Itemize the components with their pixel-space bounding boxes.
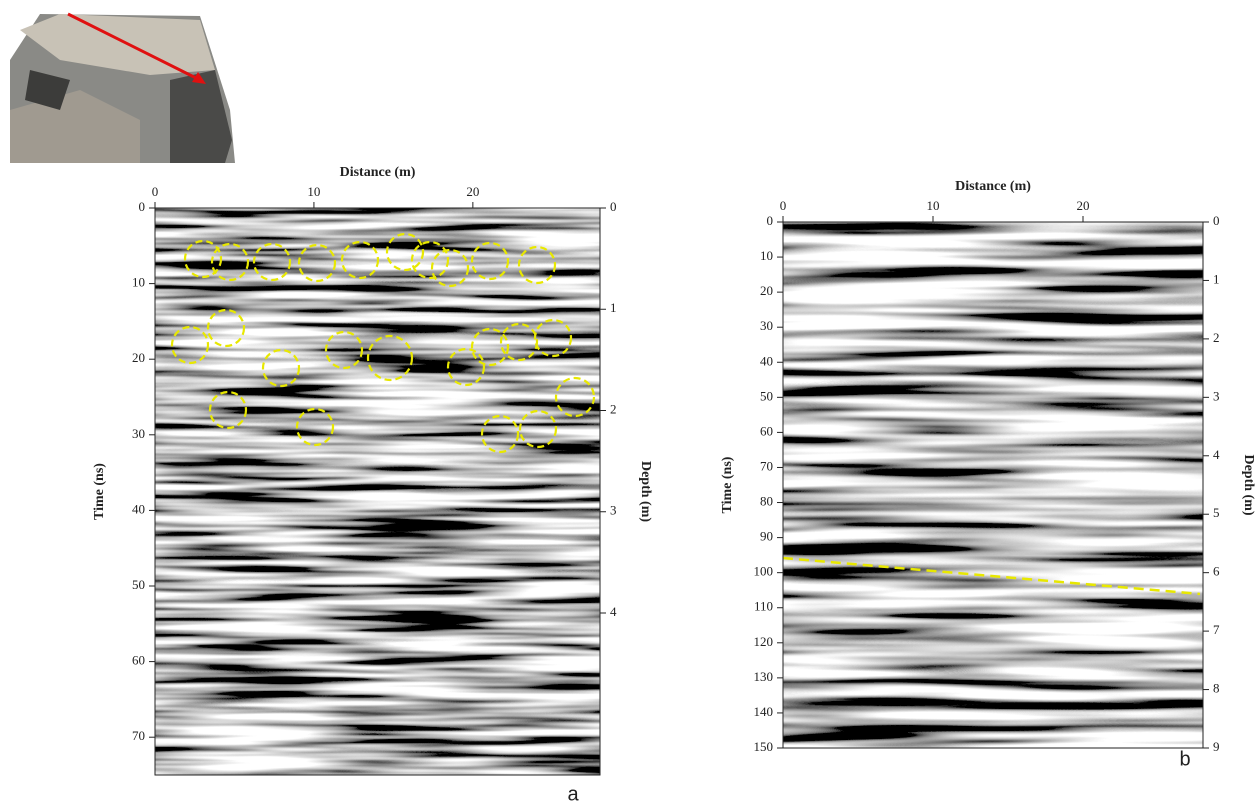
y-tick-label: 140 bbox=[754, 704, 774, 719]
y-tick-label: 20 bbox=[132, 350, 145, 365]
radargram-image bbox=[783, 222, 1203, 748]
photo-inset bbox=[8, 12, 235, 163]
y-tick-label: 10 bbox=[760, 248, 773, 263]
plot-frame bbox=[154, 207, 601, 776]
radargram-image bbox=[155, 208, 600, 775]
y2-tick-label: 3 bbox=[610, 503, 617, 518]
y2-tick-label: 2 bbox=[610, 401, 617, 416]
y-tick-label: 70 bbox=[132, 728, 145, 743]
y2-axis-label: Depth (m) bbox=[638, 461, 653, 522]
plot-frame bbox=[782, 221, 1204, 749]
y-tick-label: 0 bbox=[139, 199, 146, 214]
y-axis-label: Time (ns) bbox=[92, 463, 107, 520]
y-tick-label: 120 bbox=[754, 634, 774, 649]
y-axis-label: Time (ns) bbox=[720, 456, 735, 513]
y2-tick-label: 1 bbox=[610, 300, 617, 315]
x-tick-label: 0 bbox=[152, 184, 159, 199]
y-tick-label: 60 bbox=[132, 653, 145, 668]
y-tick-label: 110 bbox=[754, 599, 773, 614]
y2-tick-label: 7 bbox=[1213, 622, 1220, 637]
x-axis-label: Distance (m) bbox=[340, 165, 416, 180]
y2-tick-label: 4 bbox=[1213, 447, 1220, 462]
y2-tick-label: 5 bbox=[1213, 505, 1220, 520]
y2-tick-label: 6 bbox=[1213, 564, 1220, 579]
y-tick-label: 130 bbox=[754, 669, 774, 684]
y2-tick-label: 8 bbox=[1213, 681, 1220, 696]
y-tick-label: 80 bbox=[760, 494, 773, 509]
y2-tick-label: 0 bbox=[1213, 213, 1220, 228]
y-tick-label: 10 bbox=[132, 275, 145, 290]
y-tick-label: 60 bbox=[760, 423, 773, 438]
y-tick-label: 100 bbox=[754, 564, 774, 579]
panel-label: b bbox=[1179, 748, 1190, 770]
y-tick-label: 30 bbox=[760, 318, 773, 333]
annotation-circles bbox=[170, 232, 596, 454]
x-axis-label: Distance (m) bbox=[955, 179, 1031, 194]
y2-tick-label: 2 bbox=[1213, 330, 1220, 345]
x-tick-label: 10 bbox=[307, 184, 320, 199]
y-tick-label: 30 bbox=[132, 426, 145, 441]
y2-tick-label: 3 bbox=[1213, 388, 1220, 403]
y-tick-label: 50 bbox=[132, 577, 145, 592]
y2-axis-label: Depth (m) bbox=[1241, 454, 1256, 515]
y2-tick-label: 4 bbox=[610, 604, 617, 619]
y-tick-label: 150 bbox=[754, 739, 774, 754]
y2-tick-label: 1 bbox=[1213, 271, 1220, 286]
x-tick-label: 10 bbox=[927, 198, 940, 213]
y-tick-label: 50 bbox=[760, 388, 773, 403]
x-tick-label: 20 bbox=[466, 184, 479, 199]
interface-line bbox=[782, 556, 1201, 596]
y-tick-label: 20 bbox=[760, 283, 773, 298]
y2-tick-label: 9 bbox=[1213, 739, 1220, 754]
y-tick-label: 0 bbox=[767, 213, 774, 228]
x-tick-label: 0 bbox=[780, 198, 787, 213]
y2-tick-label: 0 bbox=[610, 199, 617, 214]
panel-label: a bbox=[567, 783, 579, 805]
y-tick-label: 40 bbox=[760, 353, 773, 368]
y-tick-label: 40 bbox=[132, 501, 145, 516]
x-tick-label: 20 bbox=[1077, 198, 1090, 213]
y-tick-label: 70 bbox=[760, 458, 773, 473]
y-tick-label: 90 bbox=[760, 529, 773, 544]
